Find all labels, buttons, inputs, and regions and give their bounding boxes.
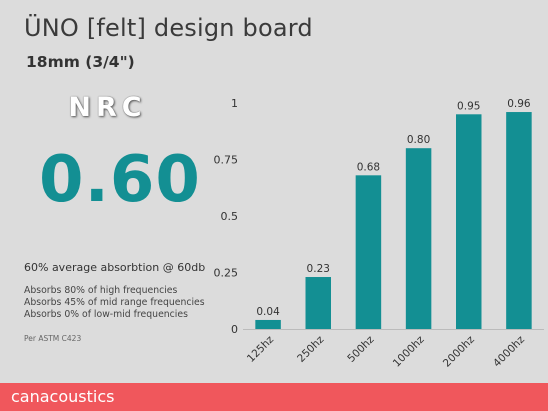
data-label-1000hz: 0.80: [407, 134, 430, 146]
data-label-4000hz: 0.96: [507, 98, 531, 110]
data-label-250hz: 0.23: [307, 263, 330, 275]
x-tick-label-500hz: 500hz: [345, 333, 377, 365]
x-tick-label-1000hz: 1000hz: [391, 333, 427, 369]
brand-logo-text: canacoustics: [11, 387, 115, 406]
absorption-details: Absorbs 80% of high frequencies Absorbs …: [24, 285, 205, 321]
board-title: ÜNO [felt] design board: [24, 14, 313, 42]
absorption-bar-chart: 0 0.25 0.5 0.75 1 0.04 125hz 0.23 250hz 0.68 500hz…: [214, 97, 544, 370]
footer-bar: canacoustics: [0, 383, 548, 411]
y-tick-label: 0.5: [221, 210, 239, 223]
bar-4000hz: [506, 112, 532, 329]
absorption-line-high: Absorbs 80% of high frequencies: [24, 285, 178, 296]
y-tick-label: 1: [231, 97, 238, 110]
data-label-125hz: 0.04: [256, 306, 280, 318]
bar-1000hz: [405, 148, 432, 329]
data-label-500hz: 0.68: [357, 161, 380, 173]
x-tick-label-125hz: 125hz: [245, 333, 277, 365]
absorption-line-mid: Absorbs 45% of mid range frequencies: [24, 297, 205, 308]
nrc-value: 0.60: [39, 143, 201, 217]
bar-2000hz: [456, 114, 482, 329]
average-absorption: 60% average absorbtion @ 60db: [24, 261, 206, 274]
board-thickness: 18mm (3/4"): [26, 53, 135, 71]
bar-250hz: [305, 277, 331, 329]
x-tick-label-4000hz: 4000hz: [491, 333, 527, 369]
data-label-2000hz: 0.95: [457, 100, 480, 112]
bar-125hz: [255, 319, 281, 329]
nrc-label: NRC: [68, 92, 147, 123]
bar-500hz: [355, 175, 382, 329]
x-tick-label-2000hz: 2000hz: [441, 333, 477, 369]
test-standard: Per ASTM C423: [24, 334, 82, 343]
y-tick-label: 0.25: [214, 267, 239, 280]
x-tick-label-250hz: 250hz: [295, 333, 327, 365]
y-tick-label: 0: [231, 323, 238, 336]
y-tick-label: 0.75: [214, 154, 239, 167]
absorption-line-low-mid: Absorbs 0% of low-mid frequencies: [24, 309, 188, 320]
